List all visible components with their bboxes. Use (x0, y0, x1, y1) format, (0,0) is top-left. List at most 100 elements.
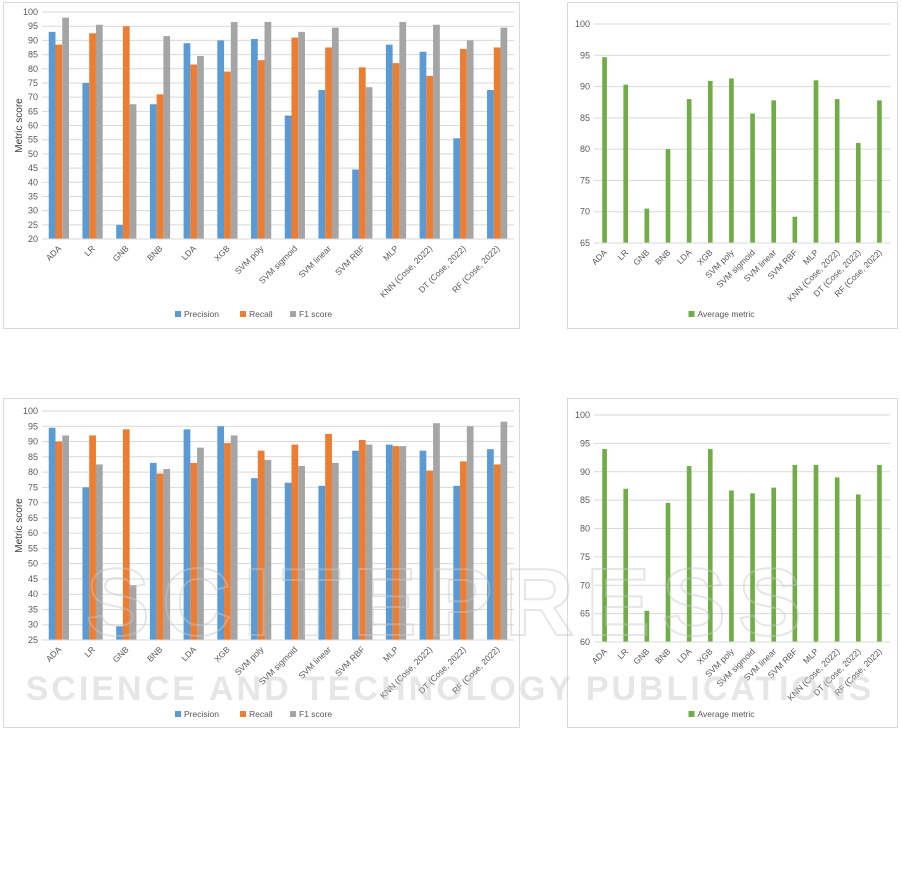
legend-swatch (688, 311, 695, 317)
bar-precision (385, 44, 393, 239)
x-tick-label: LDA (179, 243, 198, 262)
bar-recall (257, 60, 265, 239)
bar-f1-score (466, 40, 474, 239)
x-tick-label: XGB (212, 644, 232, 664)
bar-f1-score (62, 435, 69, 640)
x-tick-label: BNB (145, 243, 165, 263)
chart-svg: 20 25 30 35 40 45 50 55 60 65 70 75 80 85 90 95 100 Metri… (14, 7, 514, 319)
bar-precision (487, 449, 494, 640)
y-tick-label: 85 (580, 113, 590, 123)
bar-average-metric (729, 490, 734, 642)
bar-f1-score (230, 21, 238, 240)
x-tick-label: ADA (44, 644, 64, 664)
x-tick-label: GNB (111, 243, 131, 263)
x-tick-label: BNB (653, 646, 673, 666)
bar-recall (224, 71, 231, 240)
bar-recall (325, 433, 332, 640)
y-tick-label: 65 (580, 609, 590, 619)
y-tick-label: 70 (28, 498, 38, 508)
legend-label: F1 score (299, 709, 332, 719)
bar-precision (352, 450, 359, 640)
y-tick-label: 35 (28, 191, 38, 201)
bar-average-metric (877, 100, 882, 243)
x-tick-label: LR (82, 243, 97, 258)
y-tick-label: 55 (28, 543, 38, 553)
y-tick-label: 40 (28, 177, 38, 187)
bar-recall (392, 63, 400, 240)
bar-average-metric (771, 487, 777, 642)
bar-average-metric (877, 464, 882, 642)
bar-average-metric (792, 216, 798, 243)
y-tick-label: 85 (580, 495, 590, 505)
bar-precision (251, 478, 258, 640)
bar-recall (426, 75, 434, 239)
legend-swatch (290, 311, 296, 317)
y-tick-label: 25 (28, 635, 38, 645)
y-tick-label: 70 (580, 580, 590, 590)
bar-precision (183, 429, 191, 640)
legend-swatch (290, 711, 296, 717)
bar-precision (284, 482, 292, 640)
bar-precision (352, 169, 359, 239)
bar-precision (251, 38, 258, 239)
bar-f1-score (163, 36, 171, 240)
x-tick-label: LDA (675, 646, 694, 665)
legend-label: Precision (184, 709, 219, 719)
y-tick-label: 80 (28, 467, 38, 477)
y-tick-label: 85 (28, 50, 38, 60)
bar-average-metric (665, 502, 671, 642)
y-tick-label: 80 (28, 64, 38, 74)
bar-average-metric (644, 610, 650, 642)
y-tick-label: 25 (28, 220, 38, 230)
y-tick-label: 90 (28, 35, 38, 45)
legend-label: Average metric (698, 709, 756, 719)
bar-average-metric (834, 99, 840, 243)
bar-average-metric (686, 466, 692, 642)
bar-precision (453, 485, 461, 640)
bar-f1-score (264, 459, 272, 640)
bar-f1-score (298, 31, 305, 239)
y-tick-label: 85 (28, 452, 38, 462)
bar-precision (82, 487, 90, 640)
bar-f1-score (500, 421, 508, 640)
y-tick-label: 50 (28, 149, 38, 159)
legend-label: Recall (249, 709, 273, 719)
bar-f1-score (331, 27, 339, 240)
chart-average-bottom: 60 65 70 75 80 85 90 95 100 ADA LR GNB BNB LDA XGB SVM … (567, 398, 898, 728)
chart-metrics-top: 20 25 30 35 40 45 50 55 60 65 70 75 80 85 90 95 100 Metri… (3, 2, 520, 329)
y-tick-label: 30 (28, 206, 38, 216)
bar-f1-score (62, 17, 69, 239)
bar-recall (122, 26, 130, 239)
bar-recall (257, 450, 265, 640)
y-tick-label: 75 (28, 482, 38, 492)
y-tick-label: 45 (28, 163, 38, 173)
bar-f1-score (466, 426, 474, 640)
x-tick-label: GNB (111, 644, 131, 664)
bar-precision (487, 90, 494, 239)
bar-f1-score (500, 27, 508, 240)
x-tick-label: LR (615, 247, 630, 262)
bar-recall (426, 470, 434, 640)
y-tick-label: 70 (580, 207, 590, 217)
y-tick-label: 60 (28, 121, 38, 131)
y-tick-label: 95 (28, 21, 38, 31)
x-tick-label: GNB (631, 646, 651, 666)
bar-recall (224, 443, 231, 640)
y-tick-label: 100 (23, 406, 38, 416)
y-tick-label: 75 (580, 175, 590, 185)
bar-f1-score (365, 444, 373, 640)
y-tick-label: 60 (28, 528, 38, 538)
bar-f1-score (197, 447, 204, 640)
y-tick-label: 35 (28, 604, 38, 614)
bar-recall (190, 64, 198, 240)
x-tick-label: BNB (653, 247, 673, 267)
bar-f1-score (433, 423, 440, 640)
x-tick-label: SVM RBF (333, 644, 367, 678)
y-tick-label: 70 (28, 92, 38, 102)
x-tick-label: SVM poly (233, 644, 266, 677)
chart-metrics-bottom: 25 30 35 40 45 50 55 60 65 70 75 80 85 90 95 100 Metric … (3, 398, 520, 728)
bar-average-metric (813, 80, 819, 243)
legend-swatch (175, 711, 181, 717)
